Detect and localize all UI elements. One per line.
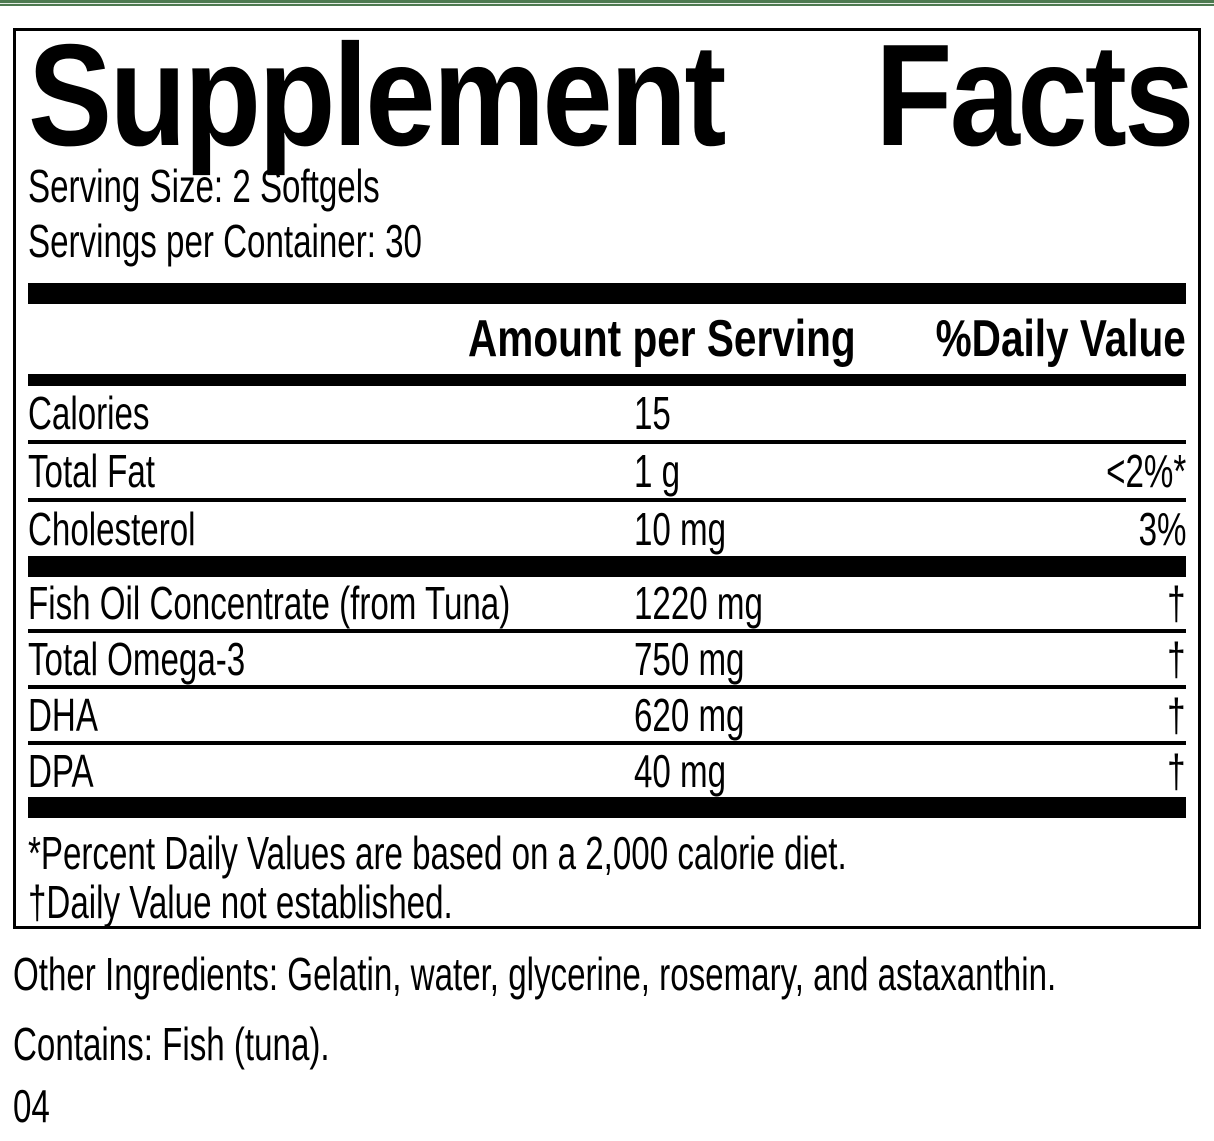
table-row: Calories 15	[28, 386, 1186, 444]
nutrient-amount: 40 mg	[634, 745, 727, 797]
nutrient-amount: 620 mg	[634, 689, 745, 741]
top-accent-strip	[0, 0, 1214, 6]
table-header-row: Amount per Serving %Daily Value	[28, 304, 1186, 374]
nutrient-amount: 10 mg	[634, 503, 727, 555]
contains-line: Contains: Fish (tuna).	[13, 1018, 330, 1070]
divider-bar-under-header	[28, 374, 1186, 386]
nutrient-dv: 3%	[1138, 503, 1186, 555]
nutrient-name: Fish Oil Concentrate (from Tuna)	[28, 577, 511, 629]
nutrient-amount: 1 g	[634, 445, 681, 497]
daily-value-header: %Daily Value	[935, 310, 1186, 368]
nutrient-name: DHA	[28, 689, 98, 741]
percent-daily-value-footnote: *Percent Daily Values are based on a 2,0…	[28, 827, 847, 879]
nutrient-dv: <2%*	[1105, 445, 1186, 497]
nutrient-section-oils: Fish Oil Concentrate (from Tuna) 1220 mg…	[28, 577, 1186, 797]
table-row: Total Omega-3 750 mg †	[28, 633, 1186, 689]
nutrient-name: DPA	[28, 745, 94, 797]
daily-value-not-established-footnote: †Daily Value not established.	[28, 876, 453, 928]
table-row: Total Fat 1 g <2%*	[28, 444, 1186, 502]
serving-size-line: Serving Size: 2 Softgels	[28, 160, 380, 212]
nutrient-dv: †	[1167, 689, 1186, 741]
title-word-supplement: Supplement	[28, 28, 726, 176]
table-row: DPA 40 mg †	[28, 745, 1186, 797]
divider-bar-thick-bottom	[28, 797, 1186, 818]
nutrient-section-macros: Calories 15 Total Fat 1 g <2%* Cholester…	[28, 386, 1186, 556]
nutrient-name: Cholesterol	[28, 503, 196, 555]
divider-bar-thick-top	[28, 283, 1186, 304]
table-row: Cholesterol 10 mg 3%	[28, 502, 1186, 556]
nutrient-dv: †	[1167, 577, 1186, 629]
nutrient-amount: 15	[634, 387, 671, 439]
footnotes: *Percent Daily Values are based on a 2,0…	[28, 828, 1186, 926]
footer-code: 04	[13, 1080, 50, 1132]
title-word-facts: Facts	[875, 28, 1194, 176]
below-panel-text: Other Ingredients: Gelatin, water, glyce…	[13, 949, 1214, 1131]
nutrient-name: Calories	[28, 387, 150, 439]
amount-per-serving-header: Amount per Serving	[468, 310, 856, 368]
panel-title: Supplement Facts	[28, 28, 1194, 176]
other-ingredients-line: Other Ingredients: Gelatin, water, glyce…	[13, 948, 1057, 1000]
nutrient-amount: 750 mg	[634, 633, 745, 685]
nutrient-name: Total Fat	[28, 445, 156, 497]
table-row: DHA 620 mg †	[28, 689, 1186, 745]
nutrient-dv: †	[1167, 633, 1186, 685]
divider-bar-thick-middle	[28, 556, 1186, 577]
servings-per-container-line: Servings per Container: 30	[28, 215, 422, 267]
nutrient-dv: †	[1167, 745, 1186, 797]
supplement-facts-panel: Supplement Facts Serving Size: 2 Softgel…	[13, 28, 1201, 929]
table-row: Fish Oil Concentrate (from Tuna) 1220 mg…	[28, 577, 1186, 633]
nutrient-name: Total Omega-3	[28, 633, 246, 685]
nutrient-amount: 1220 mg	[634, 577, 763, 629]
